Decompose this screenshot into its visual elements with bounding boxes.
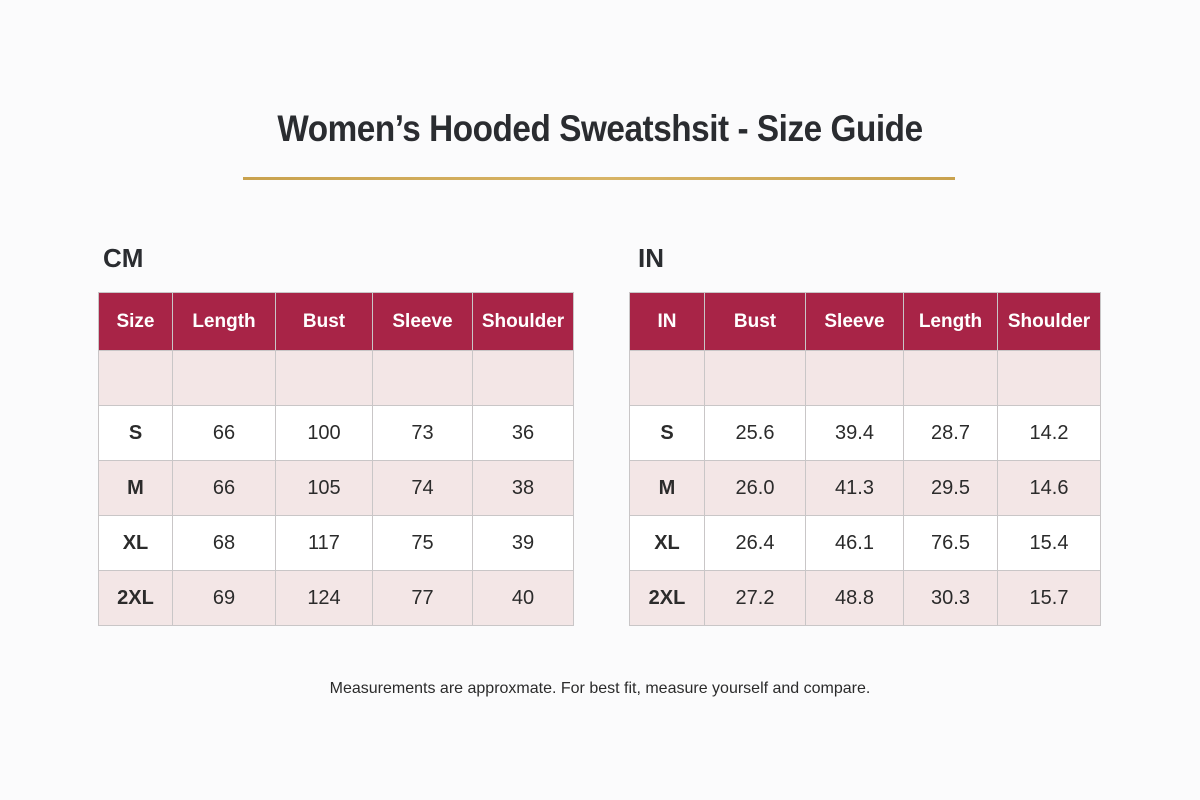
- table-row: M 26.0 41.3 29.5 14.6: [629, 460, 1101, 516]
- table-cell: 68: [172, 515, 276, 571]
- table-cell: 27.2: [704, 570, 806, 626]
- table-cell: 124: [275, 570, 373, 626]
- table-cell: 77: [372, 570, 473, 626]
- table-cell: 66: [172, 460, 276, 516]
- cm-size-table: Size Length Bust Sleeve Shoulder S 66 10…: [98, 292, 574, 626]
- column-header: Shoulder: [997, 292, 1101, 351]
- table-cell: 48.8: [805, 570, 904, 626]
- table-cell: 14.6: [997, 460, 1101, 516]
- column-header: Sleeve: [805, 292, 904, 351]
- table-cell: 73: [372, 405, 473, 461]
- table-cell: 30.3: [903, 570, 998, 626]
- column-header: Sleeve: [372, 292, 473, 351]
- in-table-label: IN: [638, 243, 664, 273]
- column-header: Length: [172, 292, 276, 351]
- table-cell: 117: [275, 515, 373, 571]
- table-cell: 66: [172, 405, 276, 461]
- column-header: Bust: [275, 292, 373, 351]
- size-cell: S: [98, 405, 173, 461]
- column-header: Size: [98, 292, 173, 351]
- table-cell: [472, 350, 574, 406]
- table-cell: 25.6: [704, 405, 806, 461]
- table-cell: [629, 350, 705, 406]
- table-cell: [98, 350, 173, 406]
- table-cell: 46.1: [805, 515, 904, 571]
- table-cell: 41.3: [805, 460, 904, 516]
- table-cell: [805, 350, 904, 406]
- table-cell: [275, 350, 373, 406]
- table-cell: 69: [172, 570, 276, 626]
- table-row: XL 68 117 75 39: [98, 515, 574, 571]
- size-cell: M: [629, 460, 705, 516]
- table-row: 2XL 27.2 48.8 30.3 15.7: [629, 570, 1101, 626]
- table-cell: 100: [275, 405, 373, 461]
- table-cell: [704, 350, 806, 406]
- table-cell: 40: [472, 570, 574, 626]
- table-row: 2XL 69 124 77 40: [98, 570, 574, 626]
- page-title: Women’s Hooded Sweatshsit - Size Guide: [277, 108, 923, 149]
- table-row: M 66 105 74 38: [98, 460, 574, 516]
- table-cell: 26.0: [704, 460, 806, 516]
- column-header: Length: [903, 292, 998, 351]
- table-row: S 25.6 39.4 28.7 14.2: [629, 405, 1101, 461]
- table-cell: 14.2: [997, 405, 1101, 461]
- table-cell: 15.7: [997, 570, 1101, 626]
- size-cell: 2XL: [629, 570, 705, 626]
- table-header-row: IN Bust Sleeve Length Shoulder: [629, 292, 1101, 351]
- size-cell: 2XL: [98, 570, 173, 626]
- table-cell: [903, 350, 998, 406]
- table-cell: [372, 350, 473, 406]
- table-cell: 38: [472, 460, 574, 516]
- size-cell: S: [629, 405, 705, 461]
- table-cell: 29.5: [903, 460, 998, 516]
- column-header: IN: [629, 292, 705, 351]
- table-cell: 39: [472, 515, 574, 571]
- table-cell: 36: [472, 405, 574, 461]
- size-cell: M: [98, 460, 173, 516]
- table-cell: 26.4: [704, 515, 806, 571]
- size-cell: XL: [98, 515, 173, 571]
- column-header: Bust: [704, 292, 806, 351]
- table-cell: 76.5: [903, 515, 998, 571]
- table-row: [629, 350, 1101, 406]
- cm-table-label: CM: [103, 243, 144, 273]
- table-header-row: Size Length Bust Sleeve Shoulder: [98, 292, 574, 351]
- column-header: Shoulder: [472, 292, 574, 351]
- table-row: [98, 350, 574, 406]
- table-cell: 74: [372, 460, 473, 516]
- table-cell: [997, 350, 1101, 406]
- table-row: S 66 100 73 36: [98, 405, 574, 461]
- table-cell: 15.4: [997, 515, 1101, 571]
- size-cell: XL: [629, 515, 705, 571]
- table-cell: 105: [275, 460, 373, 516]
- table-cell: 39.4: [805, 405, 904, 461]
- table-cell: [172, 350, 276, 406]
- footnote: Measurements are approxmate. For best fi…: [329, 680, 871, 697]
- table-cell: 28.7: [903, 405, 998, 461]
- table-row: XL 26.4 46.1 76.5 15.4: [629, 515, 1101, 571]
- table-cell: 75: [372, 515, 473, 571]
- in-size-table: IN Bust Sleeve Length Shoulder S 25.6 39…: [629, 292, 1101, 626]
- title-underline: [243, 177, 955, 180]
